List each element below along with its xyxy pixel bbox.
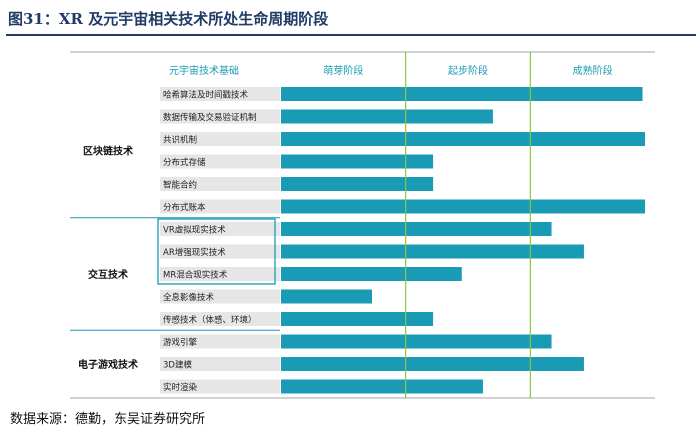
bar: [281, 154, 434, 169]
category-label: 智能合约: [163, 180, 197, 191]
category-label: 传感技术（体感、环境）: [163, 315, 257, 326]
category-label: 3D建模: [163, 360, 192, 371]
row-band: [160, 222, 280, 236]
bar: [281, 222, 552, 236]
stage-header-2: 起步阶段: [448, 64, 488, 77]
interaction-box: [157, 218, 276, 285]
row-bands: [160, 87, 280, 394]
row-band: [160, 244, 280, 259]
row-band: [160, 199, 280, 214]
row-band: [160, 154, 280, 169]
bar: [281, 244, 584, 259]
figure-title: 图31：XR 及元宇宙相关技术所处生命周期阶段: [8, 10, 329, 28]
bar: [281, 334, 552, 349]
category-label: VR虚拟现实技术: [163, 225, 226, 236]
row-band: [160, 87, 280, 101]
category-label: 哈希算法及时间戳技术: [163, 90, 249, 101]
group-label: 交互技术: [88, 268, 128, 281]
stage-dividers: [405, 52, 531, 398]
category-label: 共识机制: [163, 135, 197, 146]
bar: [281, 312, 434, 326]
bar: [281, 357, 584, 371]
column-header-tech: 元宇宙技术基础: [169, 64, 239, 77]
category-label: 分布式账本: [163, 202, 206, 213]
bar: [281, 87, 643, 101]
row-band: [160, 132, 280, 146]
row-band: [160, 109, 280, 124]
title-rule: [6, 34, 696, 36]
category-label: MR混合现实技术: [163, 270, 228, 281]
category-label: AR增强现实技术: [163, 247, 226, 258]
interaction-tech-box: [157, 218, 276, 285]
bar: [281, 379, 483, 394]
category-label: 实时渲染: [163, 382, 198, 393]
category-label: 数据传输及交易验证机制: [163, 112, 257, 123]
column-headers: 元宇宙技术基础 萌芽阶段 起步阶段 成熟阶段: [70, 51, 655, 77]
figure-source: 数据来源：德勤，东吴证券研究所: [10, 412, 206, 427]
bar: [281, 132, 646, 146]
stage-header-3: 成熟阶段: [573, 64, 613, 77]
row-band: [160, 289, 280, 304]
stage-header-1: 萌芽阶段: [323, 64, 363, 77]
category-label: 全息影像技术: [163, 292, 215, 303]
row-band: [160, 357, 280, 371]
category-label: 分布式存储: [163, 157, 206, 168]
bar: [281, 267, 462, 281]
category-label: 游戏引擎: [163, 337, 198, 348]
bar: [281, 289, 373, 304]
bars: [281, 87, 646, 394]
group-label: 区块链技术: [83, 144, 133, 157]
row-band: [160, 312, 280, 326]
bar: [281, 109, 493, 124]
bar: [281, 177, 434, 191]
row-band: [160, 334, 280, 349]
bar: [281, 199, 646, 214]
group-label: 电子游戏技术: [78, 358, 138, 371]
row-band: [160, 177, 280, 191]
row-band: [160, 267, 280, 281]
row-band: [160, 379, 280, 394]
